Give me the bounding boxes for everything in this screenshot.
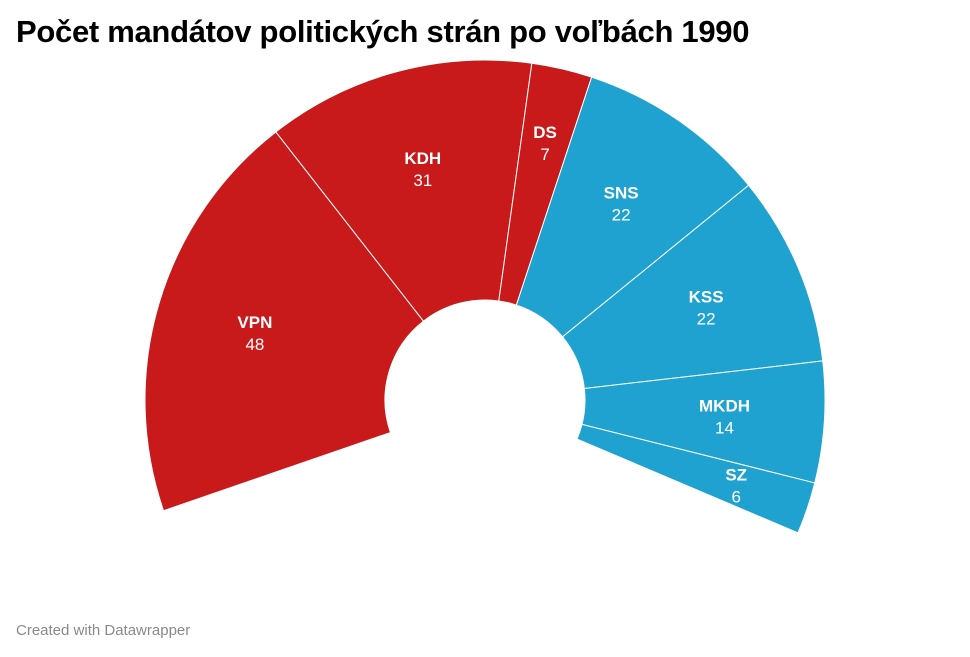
slice-kdh	[275, 60, 533, 322]
label-name-sz: SZ	[725, 465, 747, 484]
chart-area: VPN 48 KDH 31 DS 7 SNS 22 KSS 22 MKDH 14 SZ 6	[0, 60, 970, 580]
credit-footer: Created with Datawrapper	[16, 622, 191, 639]
label-value-sns: 22	[612, 205, 631, 224]
label-name-kdh: KDH	[404, 149, 441, 168]
slice-kss	[561, 184, 824, 390]
label-value-ds: 7	[540, 145, 549, 164]
slice-vpn	[144, 131, 425, 512]
label-name-ds: DS	[533, 123, 557, 142]
chart-title: Počet mandátov politických strán po voľb…	[16, 14, 750, 49]
slice-sns	[515, 76, 750, 338]
label-name-mkdh: MKDH	[699, 397, 750, 416]
label-name-vpn: VPN	[237, 313, 272, 332]
label-value-vpn: 48	[245, 335, 264, 354]
label-value-kdh: 31	[413, 171, 432, 190]
label-value-kss: 22	[697, 310, 716, 329]
label-name-sns: SNS	[604, 183, 639, 202]
slices-group	[144, 60, 826, 534]
label-name-kss: KSS	[689, 288, 724, 307]
label-value-mkdh: 14	[715, 419, 734, 438]
slice-sz	[576, 423, 816, 534]
label-value-sz: 6	[731, 487, 740, 506]
labels-group: VPN 48 KDH 31 DS 7 SNS 22 KSS 22 MKDH 14 SZ 6	[237, 123, 750, 506]
parliament-chart: VPN 48 KDH 31 DS 7 SNS 22 KSS 22 MKDH 14 SZ 6	[144, 60, 826, 534]
